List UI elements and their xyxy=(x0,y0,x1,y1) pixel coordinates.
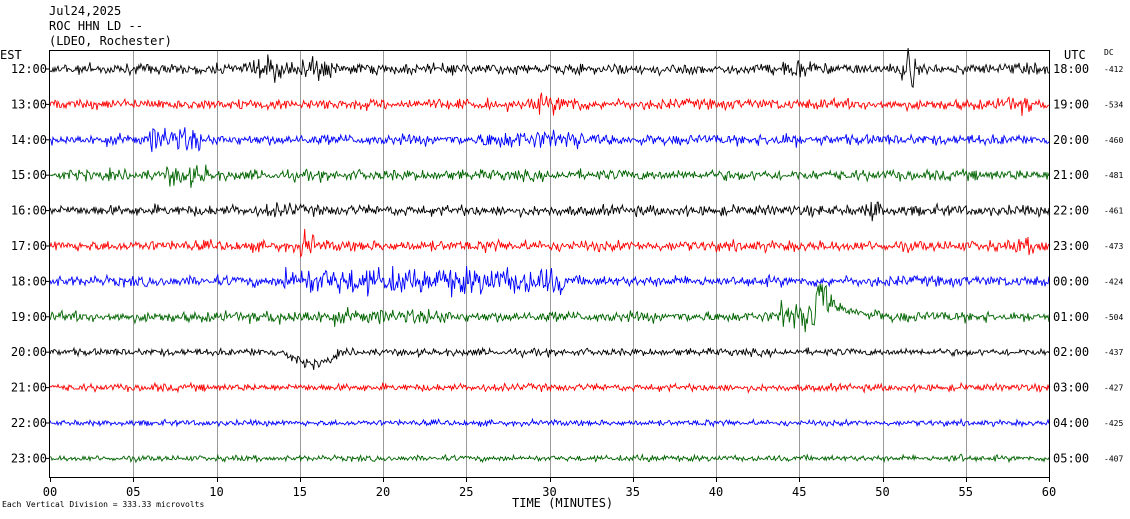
x-tick-label: 00 xyxy=(43,485,57,499)
dc-offset-label: -424 xyxy=(1104,277,1123,286)
utc-time-label: 05:00 xyxy=(1053,451,1089,465)
dc-offset-label: -460 xyxy=(1104,136,1123,145)
dc-offset-label: -534 xyxy=(1104,100,1123,109)
trace-line xyxy=(49,164,1050,188)
utc-axis-label: UTC xyxy=(1064,48,1086,62)
est-time-label: 14:00 xyxy=(11,133,47,147)
est-time-label: 15:00 xyxy=(11,168,47,182)
est-time-label: 21:00 xyxy=(11,381,47,395)
trace-line xyxy=(49,346,1050,370)
x-tick-label: 05 xyxy=(126,485,140,499)
dc-offset-label: -461 xyxy=(1104,207,1123,216)
scale-note: Each Vertical Division = 333.33 microvol… xyxy=(2,500,205,509)
header-station: ROC HHN LD -- xyxy=(49,19,143,33)
x-tick-label: 35 xyxy=(626,485,640,499)
trace-line xyxy=(49,283,1050,333)
est-time-label: 12:00 xyxy=(11,62,47,76)
x-tick-label: 15 xyxy=(293,485,307,499)
x-tick-label: 25 xyxy=(459,485,473,499)
utc-time-label: 18:00 xyxy=(1053,62,1089,76)
dc-offset-label: -437 xyxy=(1104,348,1123,357)
trace-line xyxy=(49,201,1050,222)
trace-line xyxy=(49,265,1050,298)
dc-offset-label: -412 xyxy=(1104,65,1123,74)
x-tick-label: 20 xyxy=(376,485,390,499)
trace-line xyxy=(49,453,1050,464)
x-tick-label: 55 xyxy=(959,485,973,499)
utc-time-label: 19:00 xyxy=(1053,97,1089,111)
x-tick-label: 10 xyxy=(209,485,223,499)
trace-line xyxy=(49,381,1050,394)
est-axis-label: EST xyxy=(0,48,22,62)
trace-line xyxy=(49,48,1050,89)
dc-offset-label: -504 xyxy=(1104,313,1123,322)
est-time-label: 20:00 xyxy=(11,345,47,359)
est-time-label: 23:00 xyxy=(11,451,47,465)
header-date: Jul24,2025 xyxy=(49,4,122,18)
x-tick-label: 30 xyxy=(542,485,556,499)
utc-time-label: 22:00 xyxy=(1053,204,1089,218)
est-time-label: 18:00 xyxy=(11,274,47,288)
x-tick-label: 40 xyxy=(709,485,723,499)
utc-time-label: 21:00 xyxy=(1053,168,1089,182)
utc-time-label: 01:00 xyxy=(1053,310,1089,324)
x-tick-label: 45 xyxy=(792,485,806,499)
dc-offset-label: -407 xyxy=(1104,454,1123,463)
trace-line xyxy=(49,228,1050,259)
trace-line xyxy=(49,92,1050,116)
grid-lines xyxy=(133,51,967,477)
est-time-label: 13:00 xyxy=(11,97,47,111)
utc-time-label: 23:00 xyxy=(1053,239,1089,253)
est-time-label: 17:00 xyxy=(11,239,47,253)
dc-offset-label: -427 xyxy=(1104,384,1123,393)
seismic-traces xyxy=(49,48,1050,464)
utc-time-label: 03:00 xyxy=(1053,381,1089,395)
est-time-label: 16:00 xyxy=(11,204,47,218)
dc-offset-label: -481 xyxy=(1104,171,1123,180)
utc-time-label: 02:00 xyxy=(1053,345,1089,359)
header-network: (LDEO, Rochester) xyxy=(49,34,172,48)
trace-line xyxy=(49,127,1050,153)
est-time-label: 19:00 xyxy=(11,310,47,324)
utc-time-label: 00:00 xyxy=(1053,274,1089,288)
est-time-label: 22:00 xyxy=(11,416,47,430)
dc-axis-label: DC xyxy=(1104,48,1114,57)
plot-frame xyxy=(49,50,1050,478)
x-tick-label: 60 xyxy=(1042,485,1056,499)
trace-line xyxy=(49,417,1050,428)
x-tick-label: 50 xyxy=(875,485,889,499)
axis-labels: 00 05 10 15 20 25 30 35 40 45 50 55 60 12:00 18:00 -412… xyxy=(11,62,1124,499)
dc-offset-label: -425 xyxy=(1104,419,1123,428)
utc-time-label: 04:00 xyxy=(1053,416,1089,430)
utc-time-label: 20:00 xyxy=(1053,133,1089,147)
dc-offset-label: -473 xyxy=(1104,242,1123,251)
x-axis-title: TIME (MINUTES) xyxy=(512,496,614,510)
